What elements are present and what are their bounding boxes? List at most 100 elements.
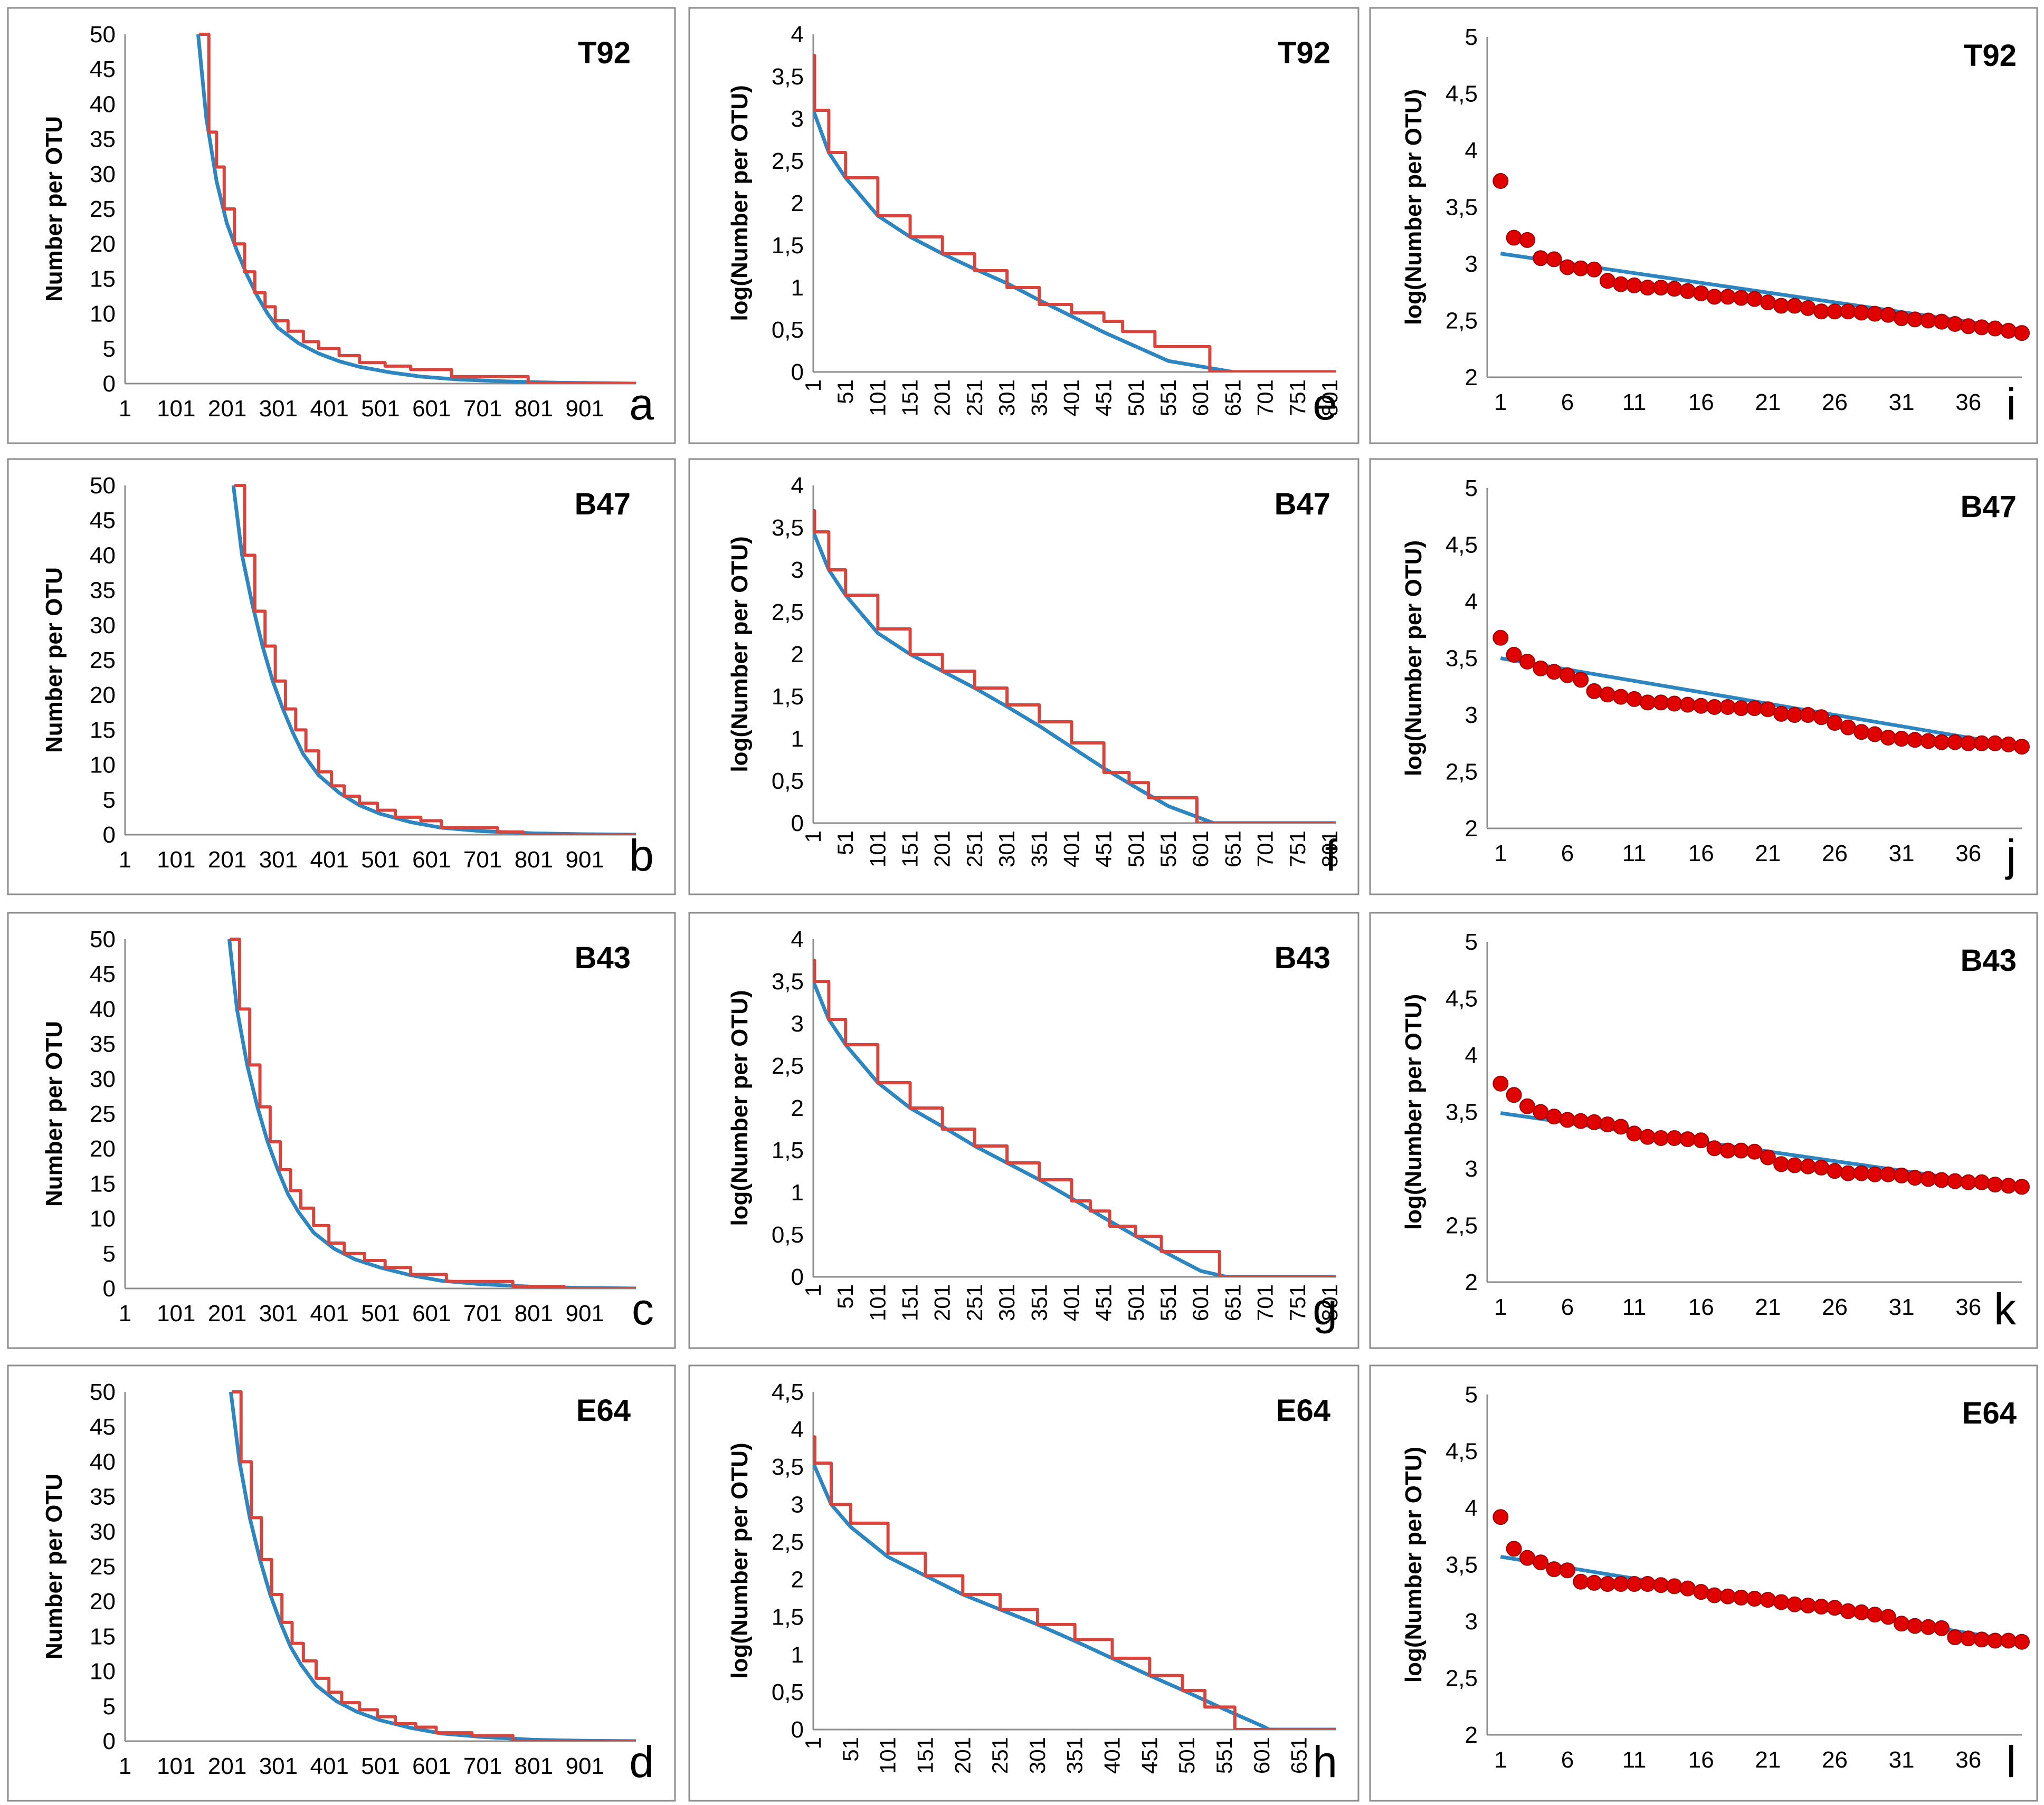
y-tick-label: 50 — [90, 22, 116, 47]
data-point — [1907, 732, 1923, 748]
y-tick-label: 10 — [90, 1206, 116, 1232]
series-observed-line — [813, 54, 1336, 372]
x-tick-label: 601 — [412, 1753, 451, 1779]
y-tick-label: 1 — [791, 726, 804, 752]
data-point — [1840, 1165, 1856, 1181]
x-tick-label: 651 — [1220, 379, 1245, 416]
y-tick-label: 2,5 — [772, 1053, 804, 1079]
data-point — [1666, 695, 1682, 712]
data-point — [1960, 318, 1976, 335]
y-axis-title: log(Number per OTU) — [727, 536, 753, 772]
data-point — [1746, 291, 1763, 307]
data-point — [1586, 261, 1602, 278]
x-tick-label: 401 — [310, 1753, 348, 1779]
y-tick-label: 50 — [90, 1379, 116, 1405]
data-point — [1853, 724, 1870, 740]
data-point — [2000, 1632, 2017, 1649]
x-tick-label: 201 — [208, 396, 246, 422]
y-axis-title: log(Number per OTU) — [1401, 1447, 1427, 1683]
data-point — [1960, 1630, 1976, 1647]
sample-title: E64 — [1962, 1396, 2017, 1430]
y-tick-label: 5 — [1465, 24, 1478, 50]
data-point — [1719, 1588, 1736, 1605]
data-point — [1506, 1087, 1522, 1103]
y-tick-label: 5 — [103, 787, 116, 813]
x-tick-label: 6 — [1561, 389, 1574, 415]
panel-e: 00,511,522,533,541 51 101 151 201 251 301 351 40… — [688, 7, 1360, 444]
data-point — [1573, 672, 1589, 688]
y-tick-label: 35 — [90, 1484, 116, 1510]
panel-frame — [1369, 458, 2038, 895]
data-point — [1934, 1620, 1950, 1636]
sample-title: B43 — [575, 941, 631, 975]
panel-h: 00,511,522,533,544,51 51 101 151 201 251 301 35… — [688, 1364, 1360, 1802]
y-tick-label: 15 — [90, 1171, 116, 1197]
x-tick-label: 801 — [1317, 830, 1342, 867]
x-tick-label: 901 — [565, 396, 604, 422]
data-point — [1586, 683, 1602, 699]
x-tick-label: 6 — [1561, 1747, 1574, 1773]
data-point — [2014, 739, 2030, 755]
x-tick-label: 1 — [801, 830, 825, 843]
y-tick-label: 2,5 — [772, 1529, 804, 1555]
data-point — [1813, 709, 1830, 725]
x-tick-label: 21 — [1755, 841, 1781, 866]
y-tick-label: 3 — [1465, 1156, 1478, 1182]
data-point — [1546, 664, 1562, 680]
series-observed-line — [230, 938, 636, 1288]
data-point — [1800, 1597, 1816, 1613]
data-point — [2014, 1179, 2030, 1195]
y-tick-label: 15 — [90, 266, 116, 292]
x-tick-label: 21 — [1755, 389, 1781, 415]
data-point — [1974, 319, 1990, 336]
x-tick-label: 551 — [1156, 379, 1181, 416]
data-point — [1559, 1562, 1575, 1579]
x-tick-label: 1 — [1494, 841, 1507, 866]
data-point — [1880, 307, 1896, 323]
x-tick-label: 101 — [865, 830, 890, 867]
data-point — [1920, 1171, 1936, 1187]
data-point — [1773, 1594, 1790, 1610]
data-point — [1492, 173, 1509, 189]
x-tick-label: 51 — [833, 379, 858, 404]
data-point — [1679, 696, 1696, 713]
data-point — [1974, 1631, 1990, 1648]
x-tick-label: 201 — [950, 1737, 975, 1774]
y-axis-title: log(Number per OTU) — [727, 85, 753, 321]
y-tick-label: 2,5 — [1446, 1666, 1478, 1692]
x-tick-label: 201 — [930, 379, 955, 416]
data-point — [1920, 733, 1936, 749]
x-tick-label: 26 — [1822, 841, 1848, 866]
x-tick-label: 16 — [1688, 1747, 1714, 1773]
y-tick-label: 0,5 — [772, 1222, 804, 1248]
y-tick-label: 3 — [791, 557, 804, 583]
panel-frame — [7, 1364, 676, 1802]
x-tick-label: 501 — [1124, 379, 1148, 416]
data-point — [1666, 281, 1682, 297]
y-tick-label: 4 — [791, 927, 804, 952]
x-tick-label: 901 — [565, 847, 604, 873]
y-tick-label: 3 — [1465, 1609, 1478, 1635]
data-point — [1827, 715, 1843, 731]
x-tick-label: 16 — [1688, 841, 1714, 866]
data-point — [1786, 1157, 1803, 1173]
x-tick-label: 601 — [1188, 379, 1213, 416]
data-point — [1706, 1587, 1723, 1603]
x-tick-label: 651 — [1287, 1737, 1311, 1774]
data-point — [1693, 1132, 1709, 1149]
panel-letter: j — [2004, 830, 2016, 880]
y-tick-label: 4,5 — [772, 1379, 804, 1405]
data-point — [1733, 1589, 1750, 1606]
data-point — [1974, 735, 1990, 751]
x-tick-label: 26 — [1822, 1294, 1848, 1320]
data-point — [1733, 700, 1750, 717]
x-tick-label: 701 — [463, 396, 502, 422]
data-point — [1853, 1165, 1870, 1181]
x-tick-label: 36 — [1955, 389, 1981, 415]
y-tick-label: 45 — [90, 508, 116, 533]
data-point — [1960, 735, 1976, 751]
x-tick-label: 601 — [1249, 1737, 1274, 1774]
